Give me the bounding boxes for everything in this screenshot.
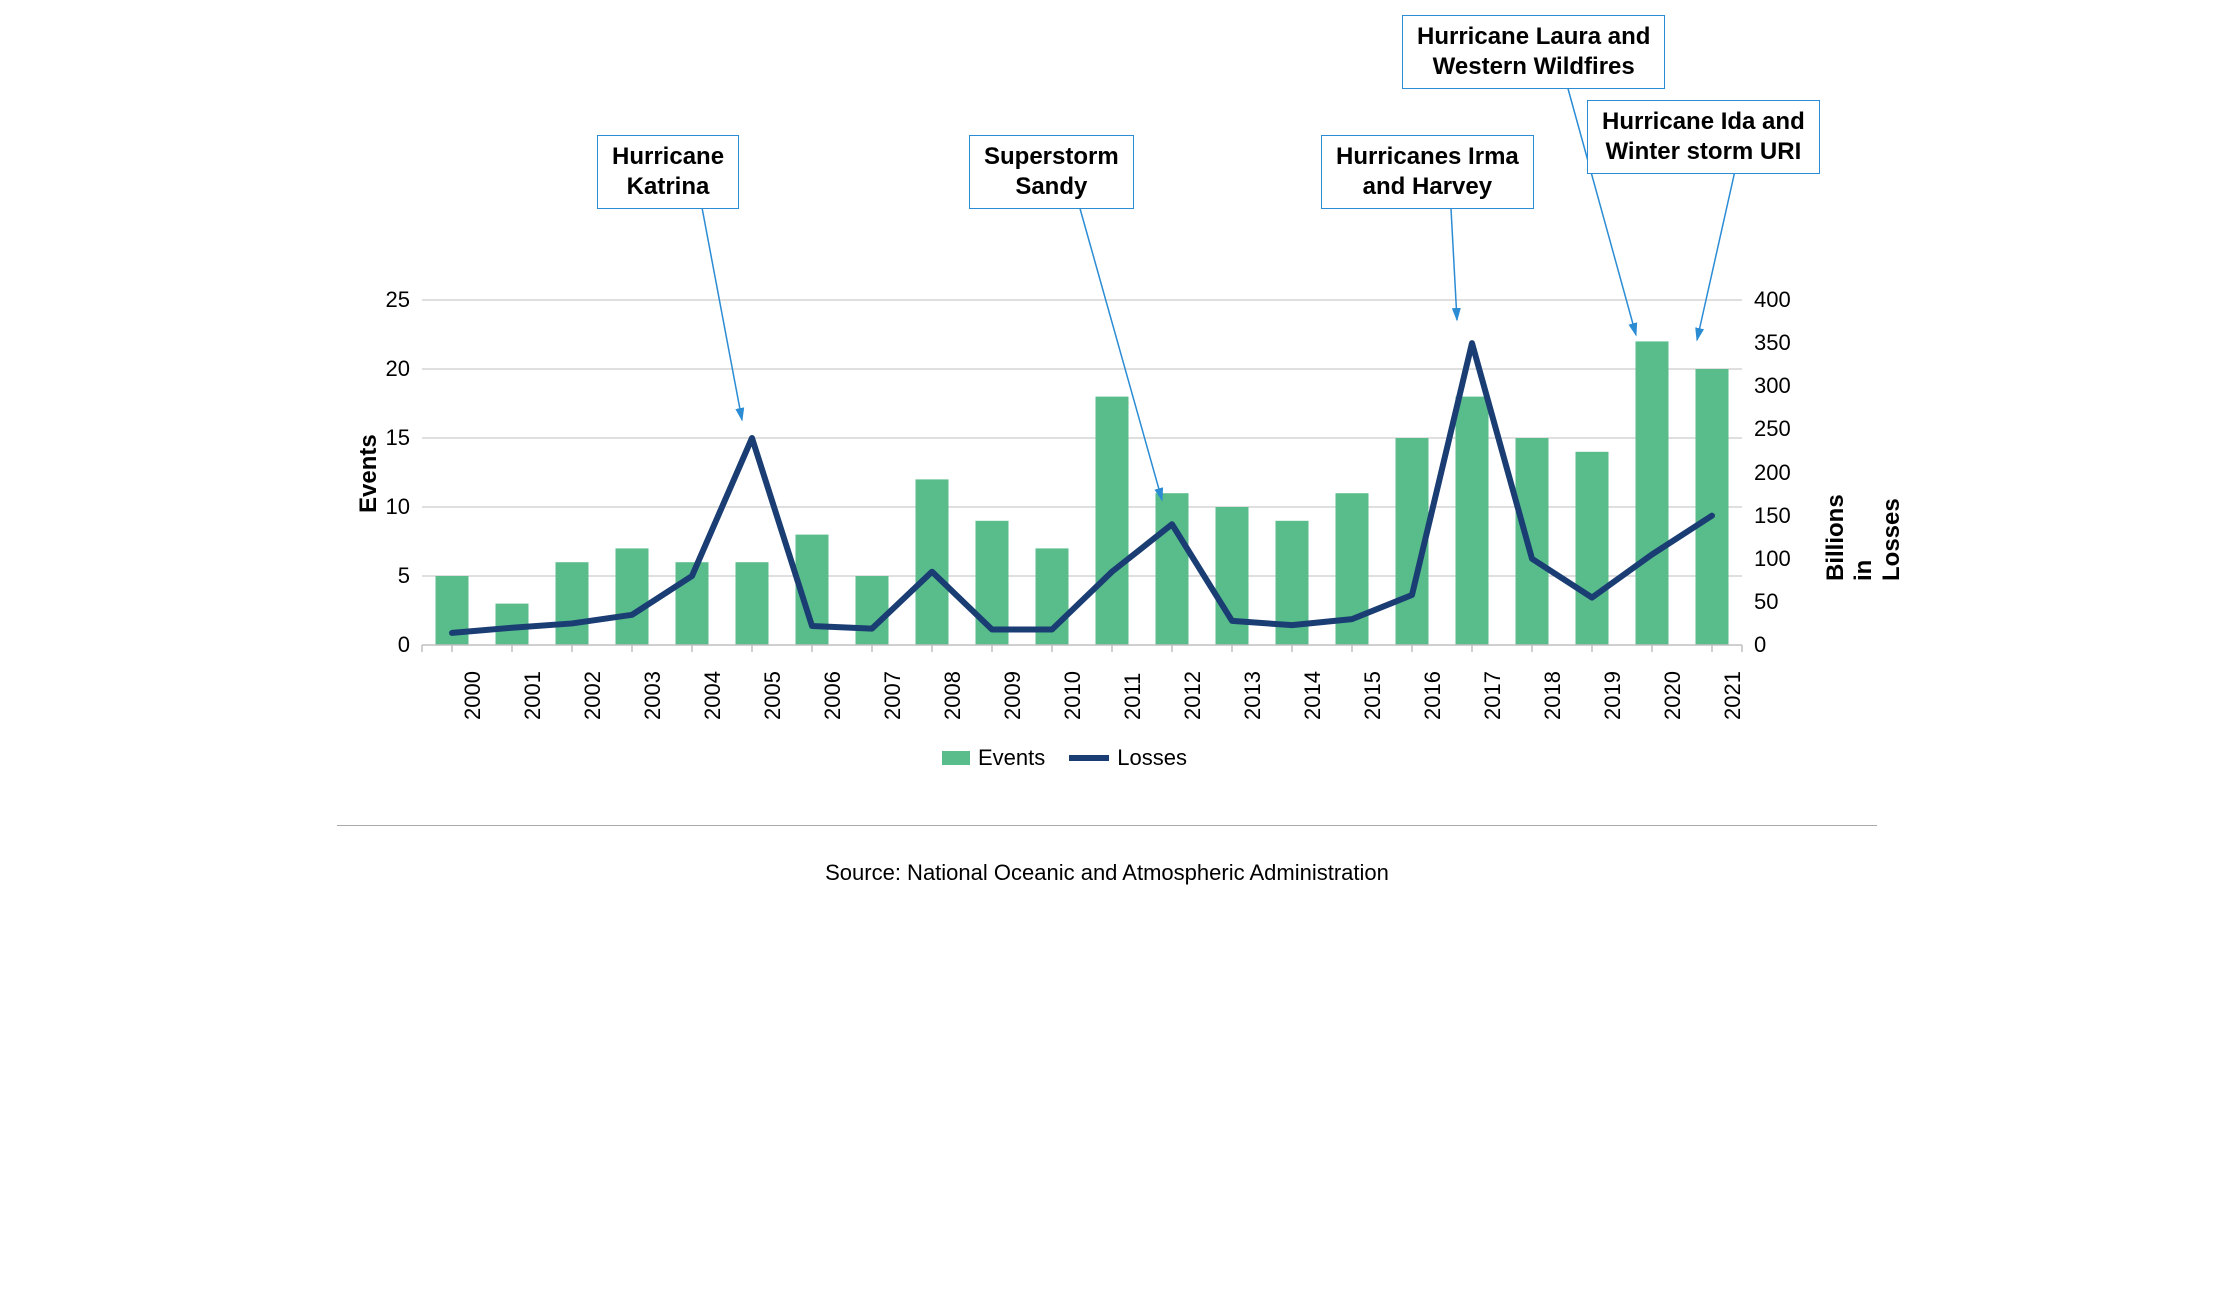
x-tick: 2012 <box>1180 671 1206 720</box>
x-tick: 2000 <box>460 671 486 720</box>
divider-line <box>337 825 1877 826</box>
x-tick: 2021 <box>1720 671 1746 720</box>
y-right-tick: 150 <box>1754 503 1791 529</box>
y-right-tick: 400 <box>1754 287 1791 313</box>
x-tick: 2019 <box>1600 671 1626 720</box>
x-tick: 2020 <box>1660 671 1686 720</box>
y-left-tick: 20 <box>386 356 410 382</box>
annotation-laura-wildfires: Hurricane Laura andWestern Wildfires <box>1402 15 1665 89</box>
legend-swatch-losses <box>1069 755 1109 761</box>
legend-item-events: Events <box>942 745 1045 771</box>
annotation-katrina: HurricaneKatrina <box>597 135 739 209</box>
legend-swatch-events <box>942 751 970 765</box>
annotation-ida-uri: Hurricane Ida andWinter storm URI <box>1587 100 1820 174</box>
y-right-tick: 0 <box>1754 632 1766 658</box>
axis-title-right: Billions in Losses <box>1822 494 1906 581</box>
x-tick: 2006 <box>820 671 846 720</box>
y-right-tick: 50 <box>1754 589 1778 615</box>
x-tick: 2002 <box>580 671 606 720</box>
legend-label-events: Events <box>978 745 1045 771</box>
x-tick: 2018 <box>1540 671 1566 720</box>
x-tick: 2010 <box>1060 671 1086 720</box>
y-left-tick: 10 <box>386 494 410 520</box>
x-tick: 2008 <box>940 671 966 720</box>
y-left-tick: 0 <box>398 632 410 658</box>
x-tick: 2009 <box>1000 671 1026 720</box>
annotation-irma-harvey: Hurricanes Irmaand Harvey <box>1321 135 1534 209</box>
legend-item-losses: Losses <box>1069 745 1187 771</box>
y-left-tick: 25 <box>386 287 410 313</box>
x-tick: 2003 <box>640 671 666 720</box>
x-tick: 2016 <box>1420 671 1446 720</box>
y-left-tick: 5 <box>398 563 410 589</box>
x-tick: 2011 <box>1120 673 1146 720</box>
y-right-tick: 250 <box>1754 416 1791 442</box>
x-tick: 2014 <box>1300 671 1326 720</box>
y-right-tick: 200 <box>1754 460 1791 486</box>
legend: Events Losses <box>942 745 1187 771</box>
x-tick: 2013 <box>1240 671 1266 720</box>
x-tick: 2001 <box>520 671 546 720</box>
legend-label-losses: Losses <box>1117 745 1187 771</box>
x-tick: 2015 <box>1360 671 1386 720</box>
y-right-tick: 350 <box>1754 330 1791 356</box>
x-tick: 2007 <box>880 671 906 720</box>
x-tick: 2017 <box>1480 671 1506 720</box>
chart-container: HurricaneKatrina SuperstormSandy Hurrica… <box>327 0 1887 920</box>
y-right-tick: 100 <box>1754 546 1791 572</box>
x-tick: 2004 <box>700 671 726 720</box>
source-text: Source: National Oceanic and Atmospheric… <box>327 860 1887 886</box>
annotation-sandy: SuperstormSandy <box>969 135 1134 209</box>
y-right-tick: 300 <box>1754 373 1791 399</box>
axis-title-left: Events <box>355 434 383 513</box>
chart-area: HurricaneKatrina SuperstormSandy Hurrica… <box>327 0 1887 920</box>
x-tick: 2005 <box>760 671 786 720</box>
y-left-tick: 15 <box>386 425 410 451</box>
